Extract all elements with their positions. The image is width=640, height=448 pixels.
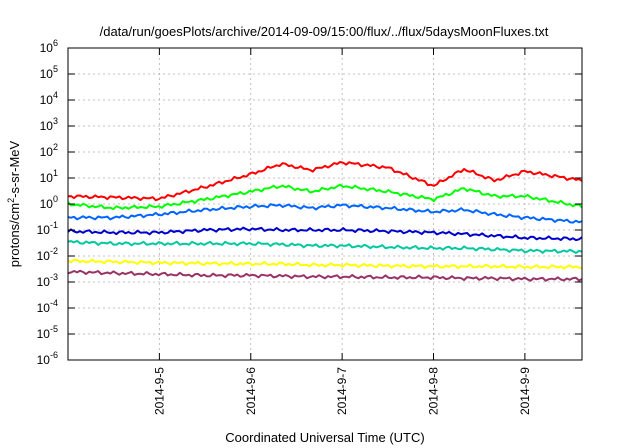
- series-lines: [67, 161, 583, 282]
- y-axis-ticks: 10-6 10-5 10-4 10-3 10-2 10-1 100 101 102 103 104 1…: [37, 38, 582, 367]
- x-axis-label: Coordinated Universal Time (UTC): [225, 430, 424, 445]
- series-line-2: [67, 183, 583, 211]
- y-tick-label: 103: [40, 116, 58, 133]
- series-line-7: [67, 269, 583, 282]
- series-line-3: [67, 203, 583, 224]
- y-tick-label: 106: [40, 38, 58, 55]
- x-tick-label: 2014-9-7: [335, 367, 349, 415]
- plot-frame: [67, 47, 583, 361]
- series-line-6: [67, 258, 583, 270]
- y-tick-label: 10-4: [37, 298, 58, 315]
- y-tick-label: 10-6: [37, 350, 58, 367]
- x-tick-label: 2014-9-9: [518, 367, 532, 415]
- y-tick-label: 105: [40, 64, 58, 81]
- y-tick-label: 100: [40, 194, 58, 211]
- y-tick-label: 104: [40, 90, 58, 107]
- x-tick-label: 2014-9-8: [427, 367, 441, 415]
- y-tick-label: 10-1: [37, 220, 58, 237]
- y-axis-label: protons/cm2-s-sr-MeV: [6, 140, 22, 267]
- grid-lines: [68, 48, 582, 360]
- x-tick-label: 2014-9-6: [244, 367, 258, 415]
- x-axis-ticks: 2014-9-5 2014-9-6 2014-9-7 2014-9-8 2014-9-9: [152, 48, 532, 415]
- series-line-4: [67, 226, 583, 242]
- y-tick-label: 102: [40, 142, 58, 159]
- y-tick-label: 101: [40, 168, 58, 185]
- y-tick-label: 10-5: [37, 324, 58, 341]
- series-line-5: [67, 239, 583, 254]
- x-tick-label: 2014-9-5: [152, 367, 166, 415]
- y-tick-label: 10-2: [37, 246, 58, 263]
- chart-title: /data/run/goesPlots/archive/2014-09-09/1…: [100, 24, 549, 39]
- series-line-1: [67, 161, 583, 202]
- y-tick-label: 10-3: [37, 272, 58, 289]
